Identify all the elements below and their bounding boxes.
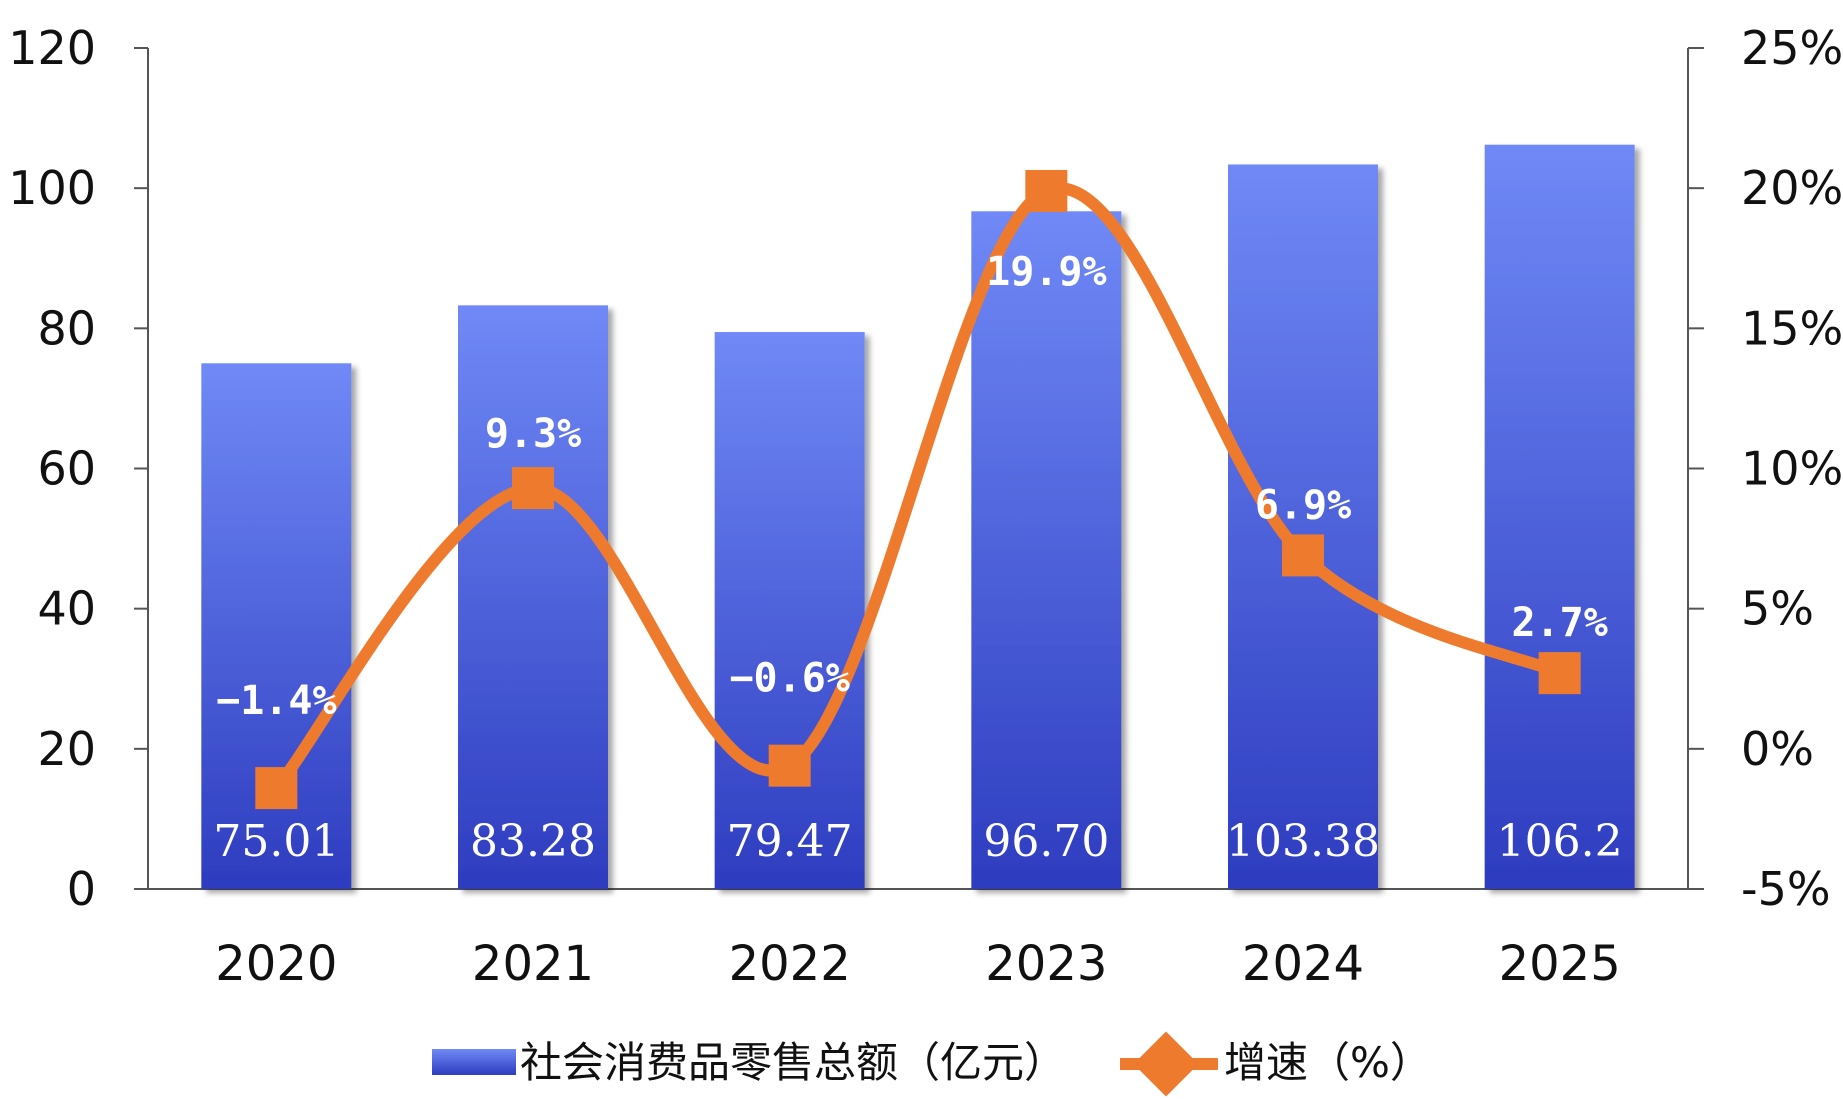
legend-line-marker <box>1133 1031 1199 1097</box>
y-right-tick-label: 10% <box>1741 442 1843 496</box>
x-tick-label: 2024 <box>1242 936 1364 992</box>
line-series <box>255 169 1581 810</box>
growth-value-label: 9.3% <box>485 411 581 457</box>
bar-value-label: 79.47 <box>727 816 853 867</box>
data-labels: 75.01 83.28 79.47 96.70 103.38 106.2 −1.4% 9.3%… <box>213 249 1622 867</box>
bar-2021 <box>458 305 608 889</box>
growth-value-label: 2.7% <box>1512 600 1608 646</box>
growth-marker-2024 <box>1282 534 1324 577</box>
bar-value-label: 103.38 <box>1226 816 1380 867</box>
legend-bar-swatch <box>432 1049 516 1075</box>
x-tick-label: 2022 <box>729 936 851 992</box>
growth-marker-2021 <box>512 467 554 510</box>
x-tick-label: 2021 <box>472 936 594 992</box>
y-left-tick-label: 0 <box>67 862 96 916</box>
growth-value-label: 6.9% <box>1255 482 1351 528</box>
x-tick-label: 2020 <box>215 936 337 992</box>
y-right-tick-label: 0% <box>1741 722 1814 776</box>
x-tick-label: 2025 <box>1499 936 1621 992</box>
y-left-tick-label: 20 <box>37 722 96 776</box>
y-right-tick-label: 25% <box>1741 21 1843 75</box>
y-left-tick-label: 80 <box>37 301 96 355</box>
bar-value-label: 96.70 <box>983 816 1109 867</box>
growth-value-label: 19.9% <box>986 249 1106 295</box>
legend-line-label: 增速（%） <box>1224 1038 1432 1087</box>
y-right-tick-label: 5% <box>1741 582 1814 636</box>
growth-value-label: −1.4% <box>216 678 336 724</box>
y-left-tick-label: 60 <box>37 442 96 496</box>
y-left-tick-label: 120 <box>8 21 96 75</box>
bar-2020 <box>201 363 352 889</box>
bar-series <box>201 144 1635 890</box>
y-right-tick-label: 15% <box>1741 301 1843 355</box>
growth-marker-2025 <box>1538 652 1581 695</box>
legend: 社会消费品零售总额（亿元） 增速（%） <box>432 1031 1432 1097</box>
x-tick-label: 2023 <box>985 936 1107 992</box>
y-right-tick-label: 20% <box>1741 161 1843 215</box>
bar-2023 <box>971 211 1122 889</box>
y-right-tick-label: -5% <box>1741 862 1831 916</box>
growth-marker-2023 <box>1025 169 1068 212</box>
bar-value-label: 75.01 <box>213 816 339 867</box>
y-left-tick-label: 40 <box>37 582 96 636</box>
y-left-tick-label: 100 <box>8 161 96 215</box>
bar-2025 <box>1484 144 1635 890</box>
growth-marker-2020 <box>255 767 298 810</box>
axes: 0 20 40 60 80 100 120 -5% 0% 5% 10% 15% 20% 25% 2020 20… <box>8 21 1843 992</box>
legend-bar-label: 社会消费品零售总额（亿元） <box>520 1038 1066 1087</box>
bar-2022 <box>714 332 865 890</box>
growth-marker-2022 <box>768 744 811 787</box>
bar-value-label: 83.28 <box>470 816 596 867</box>
bar-2024 <box>1228 164 1378 889</box>
bar-value-label: 106.2 <box>1497 816 1623 867</box>
growth-value-label: −0.6% <box>729 656 849 702</box>
